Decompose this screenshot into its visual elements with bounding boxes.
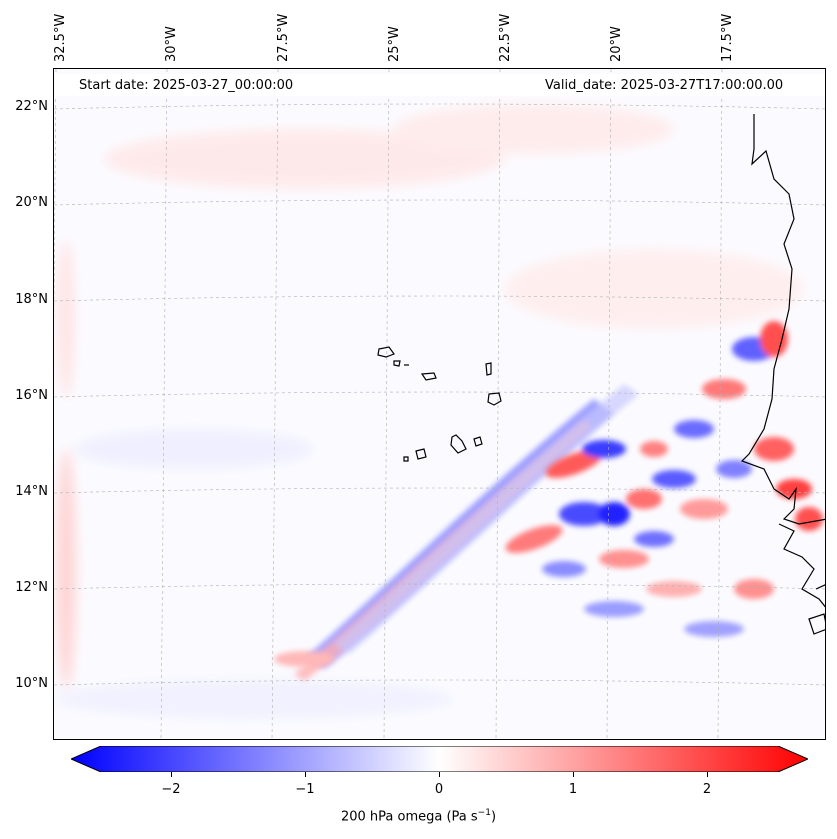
lat-label-22n: 22°N [15, 99, 48, 114]
valid-date-label: Valid_date: 2025-03-27T17:00:00.00 [545, 78, 784, 93]
lon-label-32-5w: 32.5°W [53, 13, 68, 62]
colorbar-title-unit: −1 [477, 808, 491, 818]
lon-label-30w: 30°W [164, 26, 179, 62]
graticule [54, 69, 825, 739]
coastline [740, 114, 825, 635]
cb-label-neg2: −2 [161, 782, 181, 797]
cb-label-2: 2 [702, 782, 712, 797]
header-strip [55, 74, 825, 96]
cb-label-neg1: −1 [295, 782, 315, 797]
lat-label-14n: 14°N [15, 484, 48, 499]
lat-label-12n: 12°N [15, 580, 48, 595]
cb-label-0: 0 [434, 782, 444, 797]
start-date-label: Start date: 2025-03-27_00:00:00 [79, 78, 294, 93]
lon-label-27-5w: 27.5°W [276, 13, 291, 62]
cb-tick-neg2 [171, 772, 172, 777]
cb-tick-1 [573, 772, 574, 777]
lon-label-17-5w: 17.5°W [720, 13, 735, 62]
cb-label-1: 1 [568, 782, 578, 797]
lat-label-20n: 20°N [15, 195, 48, 210]
lon-label-22-5w: 22.5°W [498, 13, 513, 62]
lon-label-20w: 20°W [609, 26, 624, 62]
colorbar-title: 200 hPa omega (Pa s−1) [0, 808, 837, 824]
map-panel[interactable] [53, 68, 826, 740]
lat-label-16n: 16°N [15, 388, 48, 403]
omega-field-map [54, 69, 825, 739]
cb-tick-neg1 [305, 772, 306, 777]
colorbar-title-close: ) [490, 809, 497, 825]
colorbar-title-text: 200 hPa omega (Pa s [340, 809, 478, 825]
cb-tick-2 [707, 772, 708, 777]
cb-tick-0 [439, 772, 440, 777]
cape-verde-islands [377, 346, 502, 462]
colorbar [71, 746, 808, 772]
lat-label-10n: 10°N [15, 676, 48, 691]
lat-label-18n: 18°N [15, 292, 48, 307]
lon-label-25w: 25°W [387, 26, 402, 62]
